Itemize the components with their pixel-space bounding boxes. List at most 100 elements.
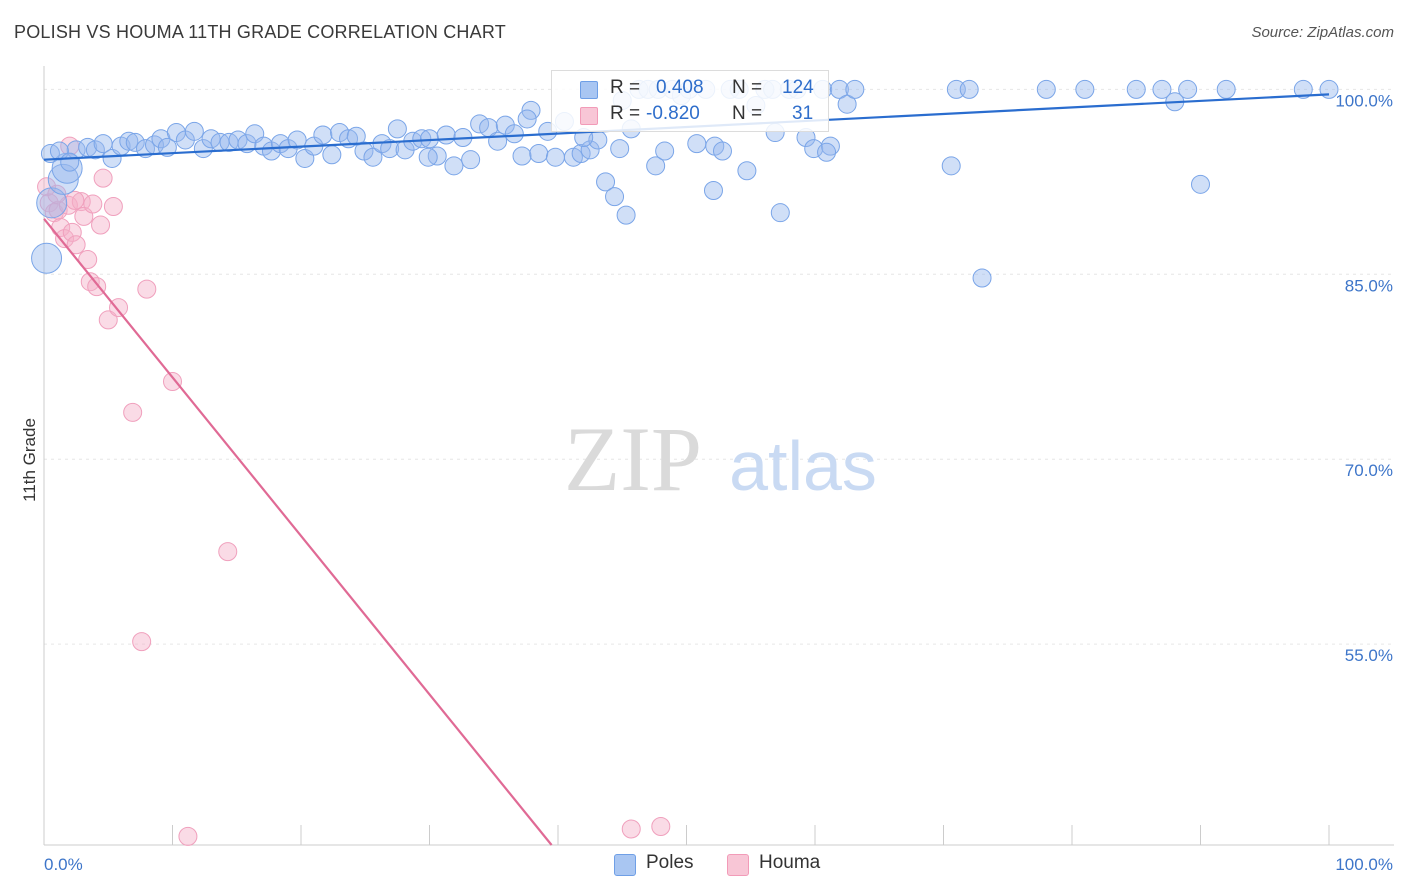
- poles-point: [770, 203, 790, 223]
- x-tick-label: 100.0%: [1335, 855, 1393, 874]
- r-label: R =: [610, 77, 641, 98]
- y-tick-label: 85.0%: [1345, 276, 1393, 295]
- x-tick-label: 0.0%: [44, 855, 83, 874]
- poles-point: [461, 150, 481, 170]
- poles-point: [972, 268, 992, 288]
- source-label: Source: ZipAtlas.com: [1251, 24, 1394, 41]
- poles-point: [31, 242, 63, 274]
- poles-point: [363, 147, 383, 167]
- poles-n-value: 124: [782, 77, 814, 98]
- houma-legend-swatch: [727, 854, 749, 876]
- houma-point: [163, 372, 182, 392]
- poles-point: [1178, 79, 1198, 99]
- poles-point: [36, 187, 68, 219]
- poles-point: [488, 131, 508, 151]
- houma-point: [218, 542, 238, 562]
- poles-point: [85, 140, 105, 160]
- houma-point: [71, 192, 91, 212]
- r-label: R =: [610, 103, 641, 124]
- poles-point: [157, 137, 177, 157]
- houma-point: [80, 272, 100, 292]
- poles-point: [287, 130, 307, 150]
- poles-point: [125, 132, 145, 152]
- poles-point: [60, 152, 80, 172]
- poles-point: [596, 172, 616, 192]
- poles-point: [941, 156, 961, 176]
- houma-point: [87, 277, 107, 297]
- chart-title: POLISH VS HOUMA 11TH GRADE CORRELATION C…: [14, 22, 506, 42]
- houma-point: [66, 235, 86, 255]
- poles-point: [529, 144, 549, 164]
- poles-point: [829, 79, 849, 99]
- houma-point: [98, 310, 118, 330]
- poles-point: [605, 187, 625, 207]
- houma-point: [91, 215, 111, 235]
- poles-point: [444, 156, 464, 176]
- poles-point: [687, 134, 707, 154]
- poles-point: [1126, 79, 1146, 99]
- poles-point: [380, 139, 400, 159]
- poles-point: [512, 146, 532, 166]
- houma-point: [58, 195, 78, 215]
- poles-point: [346, 126, 366, 146]
- houma-point: [651, 817, 671, 837]
- poles-point: [504, 124, 524, 144]
- houma-point: [83, 194, 103, 214]
- watermark-zip: ZIP: [564, 408, 702, 510]
- poles-point: [959, 79, 979, 99]
- poles-point: [322, 145, 342, 165]
- y-tick-label: 100.0%: [1335, 91, 1393, 110]
- poles-legend-swatch: [614, 854, 636, 876]
- houma-trendline: [43, 218, 553, 846]
- poles-point: [817, 142, 837, 162]
- poles-point: [1191, 174, 1210, 194]
- y-tick-label: 70.0%: [1345, 461, 1393, 480]
- houma-swatch: [580, 107, 598, 125]
- watermark-atlas: atlas: [729, 427, 877, 505]
- houma-point: [93, 168, 113, 188]
- poles-r-value: 0.408: [656, 77, 704, 98]
- poles-point: [418, 147, 438, 167]
- poles-point: [580, 140, 600, 160]
- stats-legend: R = 0.408 N = 124 R = -0.820 N = 31: [551, 70, 829, 132]
- poles-point: [737, 161, 757, 181]
- poles-point: [1036, 79, 1056, 99]
- poles-legend-label: Poles: [646, 852, 694, 873]
- poles-point: [655, 141, 675, 161]
- houma-point: [178, 826, 198, 846]
- poles-point: [517, 109, 537, 129]
- poles-point: [119, 131, 139, 151]
- poles-point: [712, 141, 732, 161]
- poles-point: [845, 79, 865, 99]
- poles-point: [1075, 79, 1095, 99]
- poles-point: [804, 139, 824, 159]
- legend-row-poles: R = 0.408 N = 124: [552, 76, 828, 102]
- y-tick-label: 55.0%: [1345, 646, 1393, 665]
- poles-point: [193, 139, 213, 159]
- houma-point: [103, 197, 123, 217]
- houma-r-value: -0.820: [646, 103, 700, 124]
- poles-point: [47, 163, 79, 195]
- poles-point: [387, 119, 407, 139]
- poles-point: [646, 156, 666, 176]
- houma-point: [78, 250, 98, 270]
- grid-lines: [44, 88, 1394, 645]
- poles-point: [703, 180, 723, 200]
- n-label: N =: [732, 77, 763, 98]
- houma-point: [137, 279, 157, 299]
- houma-point: [55, 229, 75, 249]
- n-label: N =: [732, 103, 763, 124]
- poles-point: [545, 147, 565, 167]
- poles-point: [837, 94, 857, 114]
- legend-row-houma: R = -0.820 N = 31: [552, 102, 828, 128]
- poles-point: [78, 137, 98, 157]
- poles-point: [610, 139, 630, 159]
- poles-point: [616, 205, 636, 225]
- poles-point: [412, 129, 432, 149]
- houma-point: [62, 222, 82, 242]
- poles-swatch: [580, 81, 598, 99]
- poles-point: [1293, 79, 1313, 99]
- houma-legend-label: Houma: [759, 852, 821, 873]
- y-axis-title: 11th Grade: [20, 418, 39, 502]
